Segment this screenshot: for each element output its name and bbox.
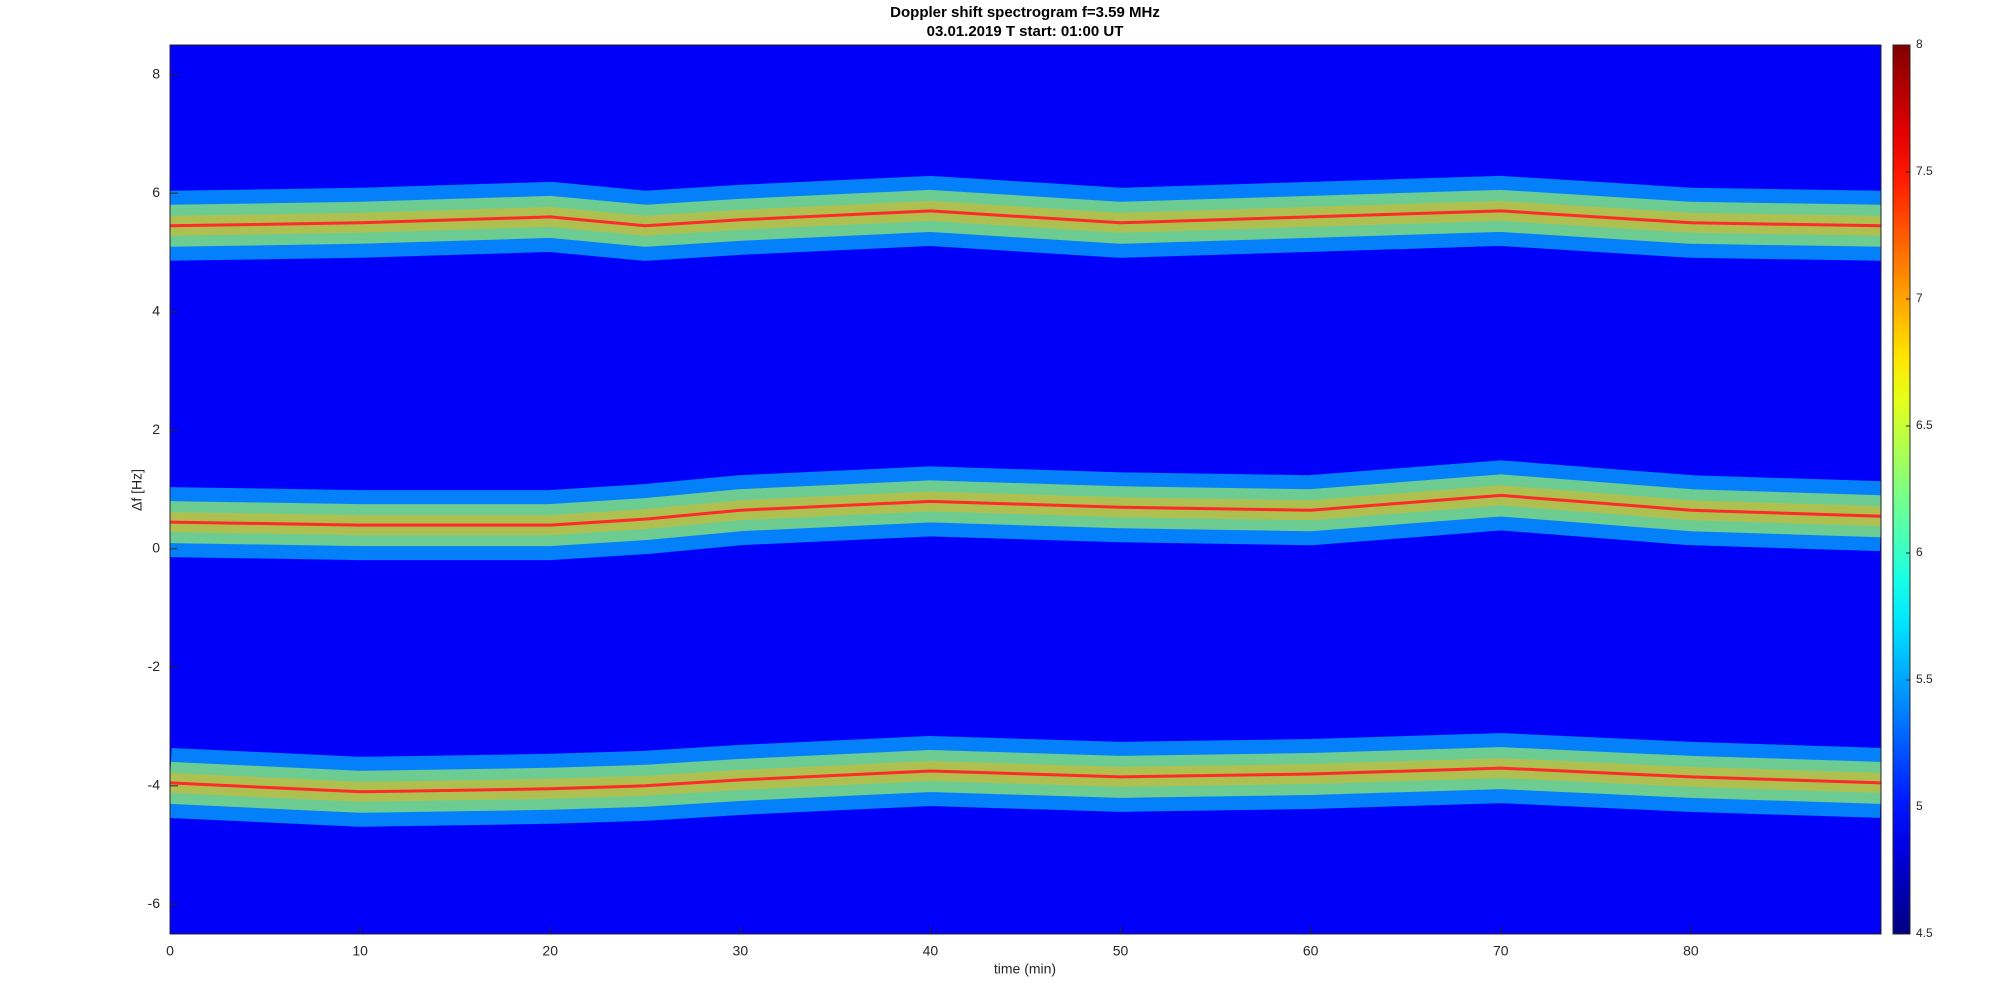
signal-trace [170, 766, 1881, 794]
colorbar [1892, 44, 1911, 935]
colorbar-tick-label: 5 [1916, 799, 1923, 813]
x-tick-label: 20 [542, 943, 558, 959]
colorbar-tick-label: 7.5 [1916, 164, 1933, 178]
x-tick-label: 0 [166, 943, 174, 959]
y-tick-label: 8 [152, 65, 160, 81]
colorbar-tick-label: 4.5 [1916, 926, 1933, 940]
signal-trace [170, 209, 1881, 228]
x-tick-label: 70 [1493, 943, 1509, 959]
y-tick-label: -2 [148, 658, 161, 674]
signal-traces [170, 175, 1881, 827]
x-axis-label: time (min) [994, 961, 1056, 977]
x-tick-label: 40 [923, 943, 939, 959]
y-tick-label: 0 [152, 539, 160, 555]
chart-title: Doppler shift spectrogram f=3.59 MHz [890, 4, 1160, 21]
y-axis-label: Δf [Hz] [129, 469, 145, 511]
colorbar-tick-label: 7 [1916, 291, 1923, 305]
colorbar-tick-label: 5.5 [1916, 672, 1933, 686]
colorbar-tick-label: 6 [1916, 545, 1923, 559]
x-tick-label: 30 [733, 943, 749, 959]
colorbar-tick-label: 6.5 [1916, 418, 1933, 432]
x-tick-label: 80 [1683, 943, 1699, 959]
colorbar-tick-label: 8 [1916, 37, 1923, 51]
chart-subtitle: 03.01.2019 T start: 01:00 UT [927, 23, 1124, 40]
y-tick-label: 2 [152, 421, 160, 437]
plot-frame [169, 44, 1882, 935]
signal-trace [170, 493, 1881, 527]
y-tick-label: -6 [148, 895, 161, 911]
x-tick-label: 10 [352, 943, 368, 959]
x-tick-label: 50 [1113, 943, 1129, 959]
x-tick-label: 60 [1303, 943, 1319, 959]
y-tick-label: 4 [152, 302, 160, 318]
y-tick-label: -4 [148, 777, 161, 793]
y-tick-label: 6 [152, 184, 160, 200]
